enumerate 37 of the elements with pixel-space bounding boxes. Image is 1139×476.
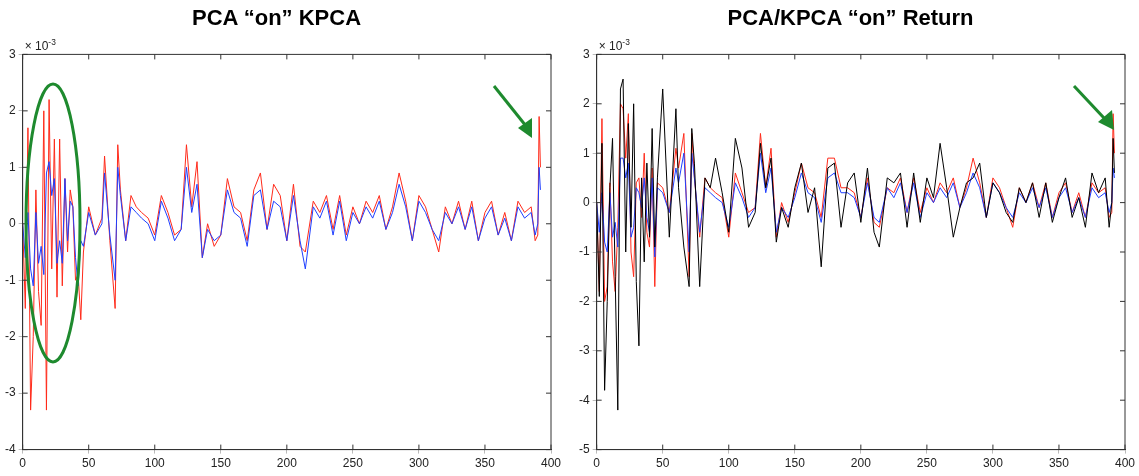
x-tick-label: 200 [276,456,298,471]
y-tick-label: -2 [579,293,590,308]
x-tick-label: 0 [593,456,601,471]
y-tick-label: 0 [582,194,590,209]
x-tick-label: 400 [1114,456,1136,471]
y-tick-label: 0 [8,216,16,231]
x-tick-label: 300 [408,456,430,471]
y-tick-label: 2 [582,96,590,111]
x-tick-label: 100 [144,456,166,471]
y-tick-label: -5 [579,441,590,456]
y-tick-label: -4 [5,441,16,456]
x-tick-label: 300 [982,456,1004,471]
y-tick-label: -4 [579,392,590,407]
x-tick-label: 400 [540,456,562,471]
x-tick-label: 350 [1048,456,1070,471]
chart-title: PCA “on” KPCA [191,5,362,31]
y-tick-label: -1 [5,272,16,287]
x-tick-label: 250 [916,456,938,471]
x-tick-label: 350 [474,456,496,471]
y-tick-label: -2 [5,329,16,343]
y-tick-label: -3 [579,343,590,358]
x-tick-label: 250 [342,456,364,471]
x-tick-label: 200 [850,456,872,471]
y-tick-label: 3 [582,46,590,61]
y-tick-label: 2 [8,103,16,118]
x-tick-label: 50 [82,456,96,471]
y-tick-label: 3 [8,46,16,61]
y-tick-label: -3 [5,385,16,400]
x-tick-label: 50 [656,456,670,471]
y-tick-label: 1 [8,159,16,174]
x-tick-label: 150 [784,456,806,471]
x-tick-label: 100 [718,456,740,471]
chart-title: PCA/KPCA “on” Return [727,5,974,31]
x-tick-label: 0 [19,456,27,471]
x-tick-label: 150 [210,456,232,471]
y-tick-label: -1 [579,244,590,259]
y-tick-label: 1 [582,145,590,160]
